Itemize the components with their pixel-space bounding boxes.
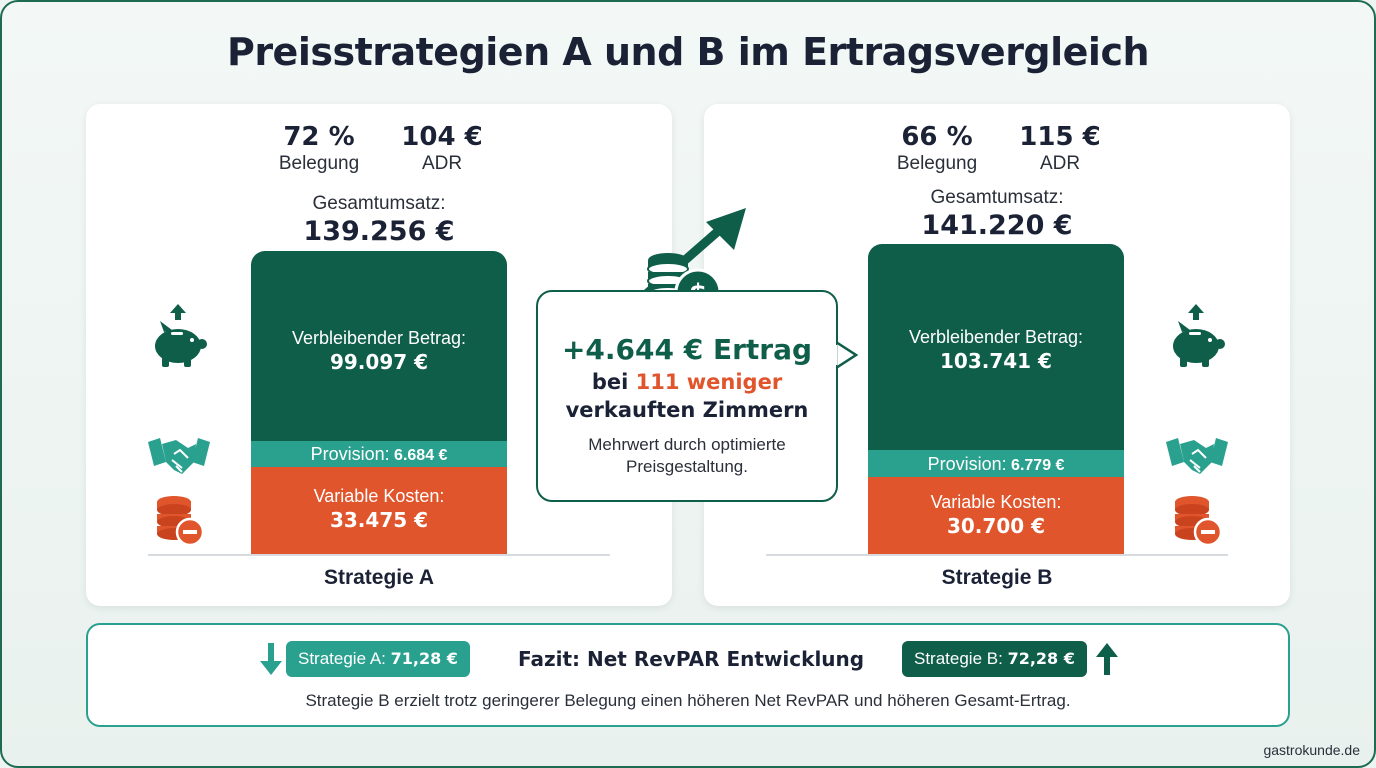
occupancy-kpi: 66 % Belegung xyxy=(872,122,1002,176)
strategy-b-revpar-badge: Strategie B: 72,28 € xyxy=(902,641,1087,677)
adr-label: ADR xyxy=(1039,153,1081,174)
occupancy-label: Belegung xyxy=(278,153,360,174)
variable-costs-segment: Variable Kosten: 33.475 € xyxy=(251,467,507,555)
strategy-a-card: 72 % Belegung 104 € ADR Gesamtumsatz: 13… xyxy=(86,104,672,606)
strategy-a-revpar-badge: Strategie A: 71,28 € xyxy=(286,641,470,677)
summary-title: Fazit: Net RevPAR Entwicklung xyxy=(518,647,865,671)
variable-costs-label: Variable Kosten: xyxy=(930,492,1062,512)
commission-segment: Provision: 6.779 € xyxy=(868,450,1124,477)
coin-stack-minus-icon xyxy=(157,496,205,547)
total-revenue-label: Gesamtumsatz: xyxy=(930,187,1064,208)
total-revenue-value: 139.256 € xyxy=(303,216,455,247)
gain-headline: +4.644 € Ertrag xyxy=(561,333,813,366)
callout-pointer xyxy=(836,340,858,370)
arrow-down-icon xyxy=(260,643,282,675)
coin-stack-minus-icon xyxy=(1175,496,1223,547)
strategy-b-card: 66 % Belegung 115 € ADR Gesamtumsatz: 14… xyxy=(704,104,1290,606)
rooms-highlight: 111 weniger xyxy=(635,370,783,394)
commission-segment: Provision: 6.684 € xyxy=(251,441,507,467)
gain-detail-line-2: verkauften Zimmern xyxy=(565,398,809,422)
summary-box: Strategie A: 71,28 € Fazit: Net RevPAR E… xyxy=(86,623,1290,727)
baseline xyxy=(148,554,610,556)
commission-label: Provision: xyxy=(310,444,390,464)
arrow-up-icon xyxy=(1096,643,1118,675)
revenue-stacked-bar: Verbleibender Betrag: 99.097 € Provision… xyxy=(251,251,507,555)
page-title: Preisstrategien A und B im Ertragsvergle… xyxy=(226,30,1150,74)
total-revenue-value: 141.220 € xyxy=(921,210,1073,241)
commission-value: 6.684 € xyxy=(394,447,448,464)
remaining-label: Verbleibender Betrag: xyxy=(908,327,1084,347)
variable-costs-segment: Variable Kosten: 30.700 € xyxy=(868,477,1124,555)
remaining-value: 99.097 € xyxy=(329,350,429,374)
piggy-bank-icon xyxy=(155,304,207,367)
gain-detail-line: bei 111 weniger xyxy=(591,370,783,394)
occupancy-value: 72 % xyxy=(283,122,355,152)
handshake-icon xyxy=(148,438,210,474)
remaining-label: Verbleibender Betrag: xyxy=(291,328,467,348)
remaining-segment: Verbleibender Betrag: 99.097 € xyxy=(251,251,507,441)
variable-costs-value: 30.700 € xyxy=(946,514,1046,538)
variable-costs-value: 33.475 € xyxy=(329,508,429,532)
source-footer: gastrokunde.de xyxy=(1263,742,1360,758)
adr-value: 104 € xyxy=(401,122,483,152)
adr-value: 115 € xyxy=(1019,122,1101,152)
remaining-segment: Verbleibender Betrag: 103.741 € xyxy=(868,244,1124,450)
handshake-icon xyxy=(1166,438,1228,474)
baseline xyxy=(766,554,1228,556)
occupancy-kpi: 72 % Belegung xyxy=(254,122,384,176)
variable-costs-label: Variable Kosten: xyxy=(313,486,445,506)
remaining-value: 103.741 € xyxy=(940,349,1052,373)
gain-note: Mehrwert durch optimierte Preisgestaltun… xyxy=(588,435,786,476)
adr-kpi: 104 € ADR xyxy=(377,122,507,176)
total-revenue: Gesamtumsatz: 139.256 € xyxy=(229,192,529,248)
total-revenue-label: Gesamtumsatz: xyxy=(312,193,446,214)
adr-kpi: 115 € ADR xyxy=(995,122,1125,176)
summary-text: Strategie B erzielt trotz geringerer Bel… xyxy=(305,691,1071,710)
strategy-a-label: Strategie A xyxy=(323,566,435,589)
occupancy-value: 66 % xyxy=(901,122,973,152)
occupancy-label: Belegung xyxy=(896,153,978,174)
commission-value: 6.779 € xyxy=(1011,457,1065,474)
revenue-stacked-bar: Verbleibender Betrag: 103.741 € Provisio… xyxy=(868,244,1124,555)
strategy-b-label: Strategie B xyxy=(941,566,1053,589)
total-revenue: Gesamtumsatz: 141.220 € xyxy=(847,186,1147,242)
commission-label: Provision: xyxy=(927,454,1007,474)
gain-callout: +4.644 € Ertrag bei 111 weniger verkauft… xyxy=(536,290,838,502)
adr-label: ADR xyxy=(421,153,463,174)
piggy-bank-icon xyxy=(1173,304,1225,367)
